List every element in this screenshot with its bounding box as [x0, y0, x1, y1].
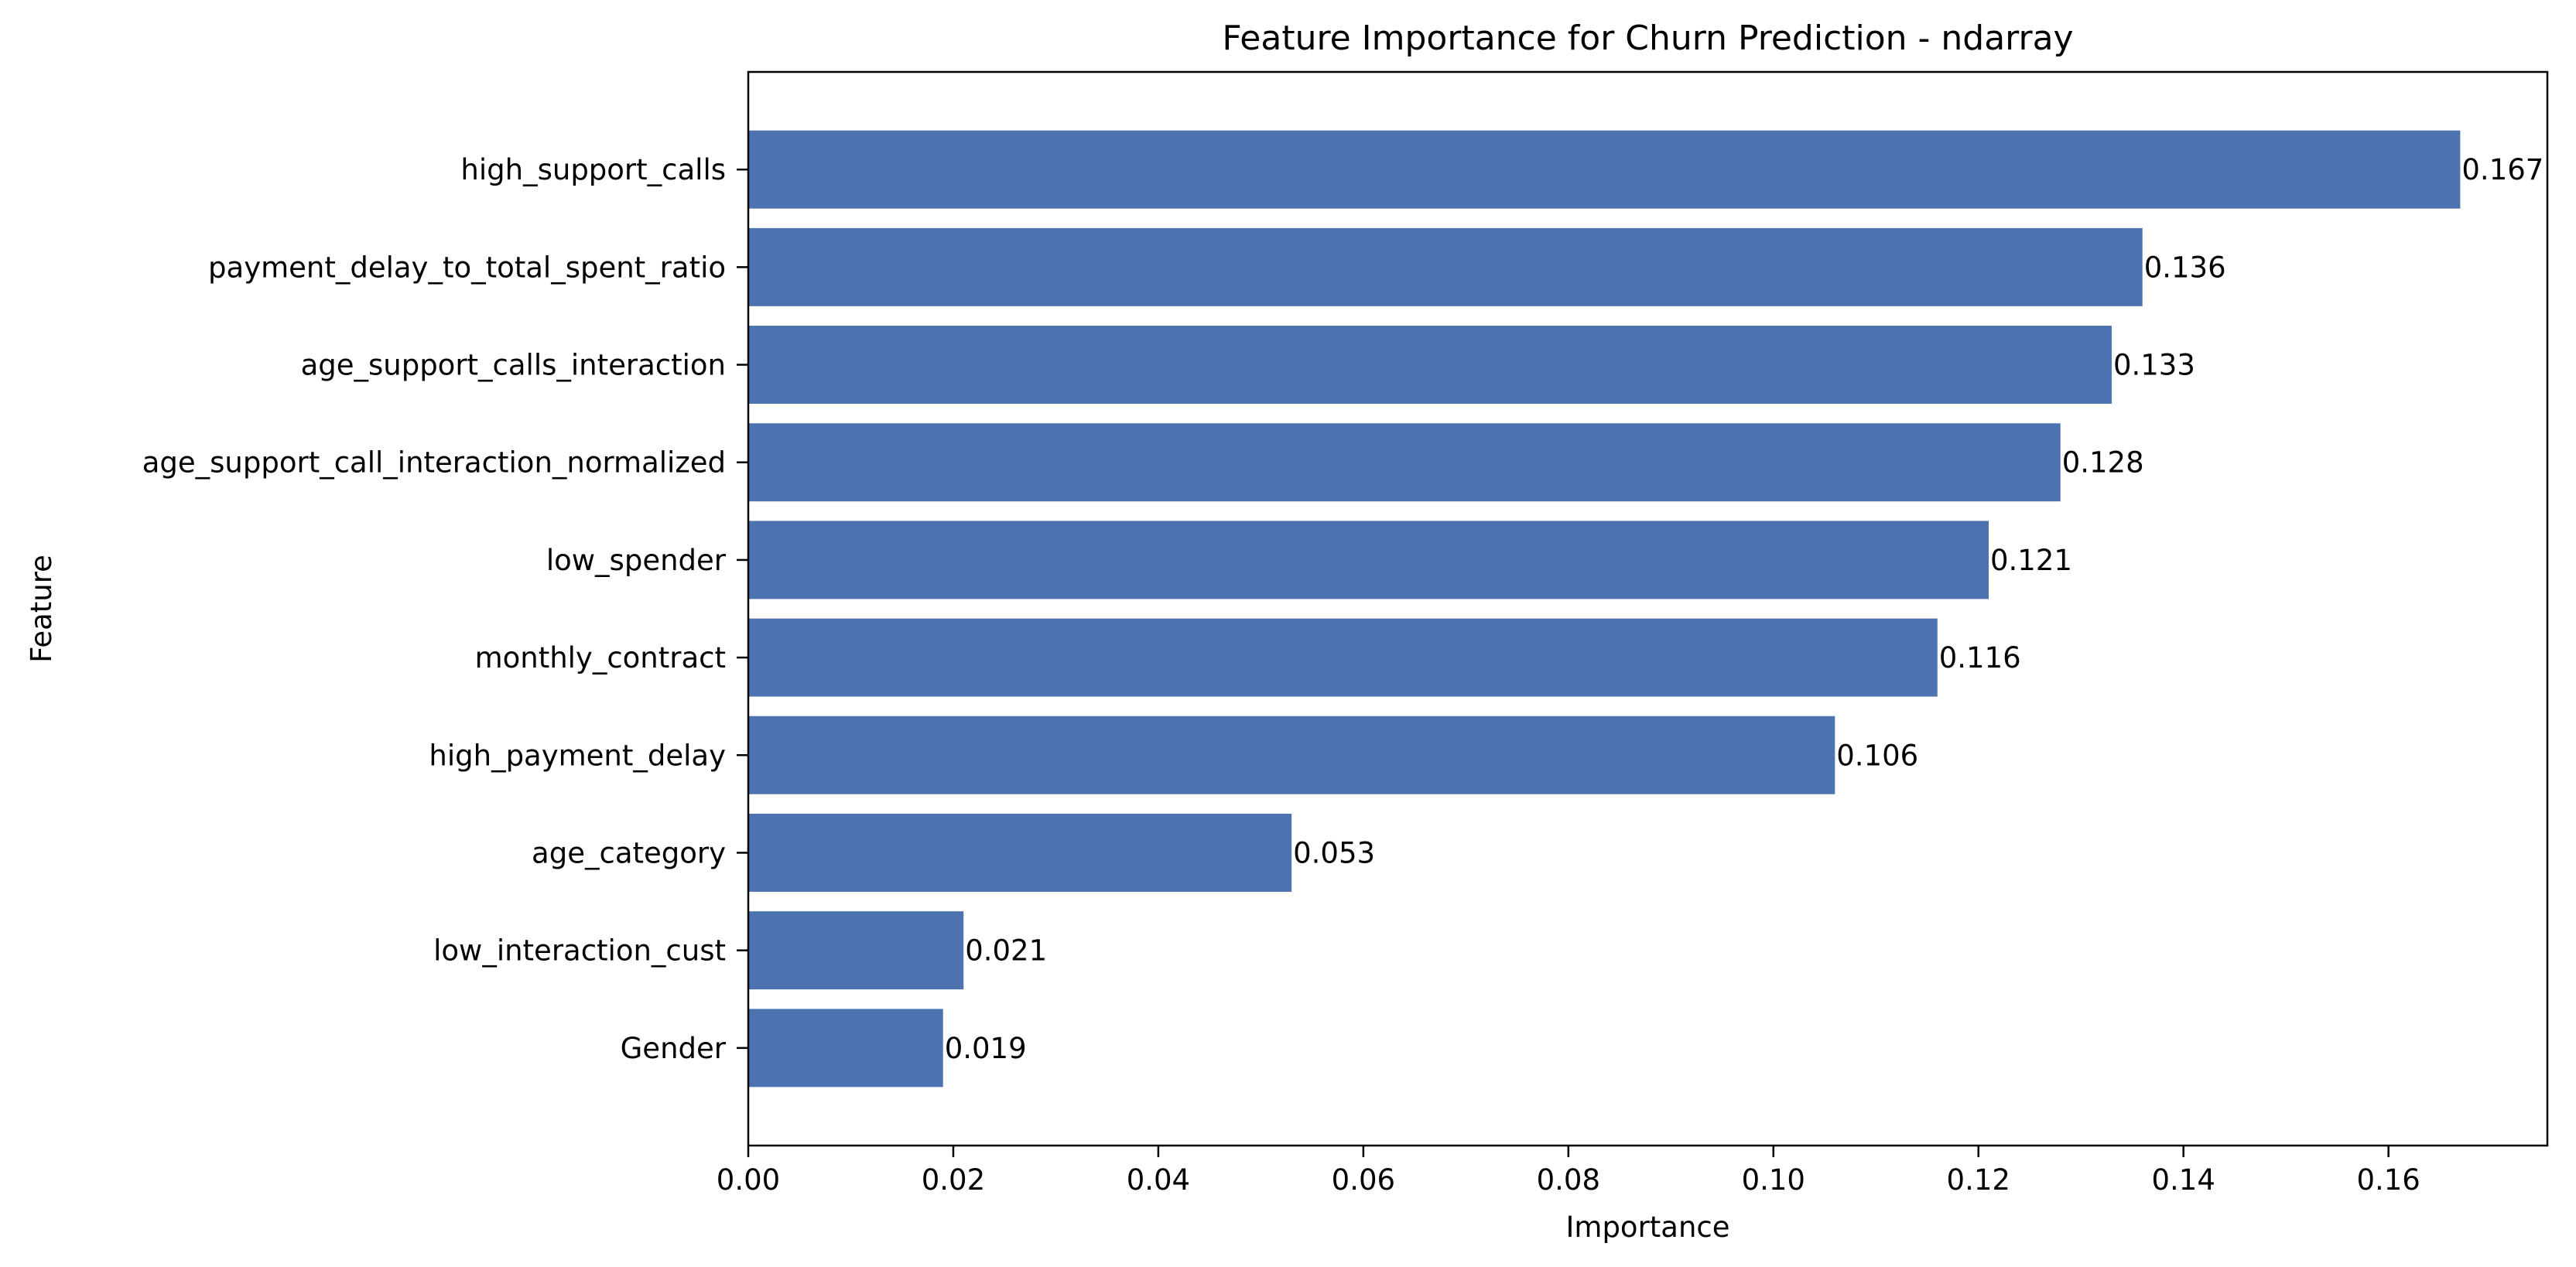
x-axis-title: Importance [1565, 1211, 1729, 1244]
bar [748, 521, 1989, 599]
x-axis-ticks: 0.00 0.02 0.04 0.06 0.08 0.10 0.12 0.14 0.16 [717, 1146, 2420, 1197]
bar [748, 715, 1835, 794]
x-tick-label: 0.08 [1537, 1163, 1600, 1197]
bar-value-label: 0.133 [2113, 349, 2195, 382]
bar [748, 130, 2461, 209]
plot-frame [747, 70, 2549, 1147]
x-tick-label: 0.10 [1742, 1163, 1805, 1197]
bar-value-label: 0.116 [1939, 641, 2021, 674]
bar [748, 813, 1292, 892]
y-tick-label: age_support_calls_interaction [301, 349, 726, 382]
value-labels-group: 0.167 0.136 0.133 0.128 0.121 0.116 0.106 0.053… [945, 153, 2544, 1065]
bars-group [748, 130, 2461, 1088]
y-tick-label: monthly_contract [475, 641, 726, 674]
x-tick-label: 0.16 [2356, 1163, 2420, 1197]
bar-value-label: 0.053 [1293, 836, 1375, 869]
x-tick-label: 0.02 [922, 1163, 985, 1197]
x-tick-label: 0.14 [2152, 1163, 2215, 1197]
bar [748, 911, 964, 990]
y-tick-label: age_category [532, 836, 726, 869]
y-tick-label: low_spender [546, 544, 727, 577]
bar-value-label: 0.136 [2144, 251, 2226, 284]
bar-value-label: 0.019 [945, 1032, 1027, 1065]
x-tick-label: 0.00 [717, 1163, 780, 1197]
bar [748, 423, 2061, 502]
y-axis-ticks: high_support_calls payment_delay_to_total… [142, 153, 748, 1065]
bar-value-label: 0.106 [1836, 739, 1918, 772]
y-tick-label: high_payment_delay [429, 739, 726, 772]
y-tick-label: high_support_calls [460, 153, 726, 186]
bar-value-label: 0.121 [1990, 544, 2072, 577]
y-tick-label: age_support_call_interaction_normalized [142, 446, 726, 480]
y-tick-label: Gender [621, 1032, 727, 1065]
bar-value-label: 0.167 [2461, 153, 2544, 186]
y-axis-title: Feature [25, 555, 58, 663]
bar [748, 618, 1938, 697]
x-tick-label: 0.06 [1332, 1163, 1395, 1197]
y-tick-label: payment_delay_to_total_spent_ratio [208, 251, 726, 284]
bar [748, 227, 2143, 306]
bar-value-label: 0.128 [2062, 446, 2144, 480]
bar [748, 326, 2112, 405]
x-tick-label: 0.04 [1127, 1163, 1190, 1197]
bar [748, 1009, 943, 1088]
y-tick-label: low_interaction_cust [433, 934, 726, 968]
chart-title: Feature Importance for Churn Prediction … [1222, 19, 2073, 58]
x-tick-label: 0.12 [1947, 1163, 2010, 1197]
bar-value-label: 0.021 [965, 934, 1047, 968]
